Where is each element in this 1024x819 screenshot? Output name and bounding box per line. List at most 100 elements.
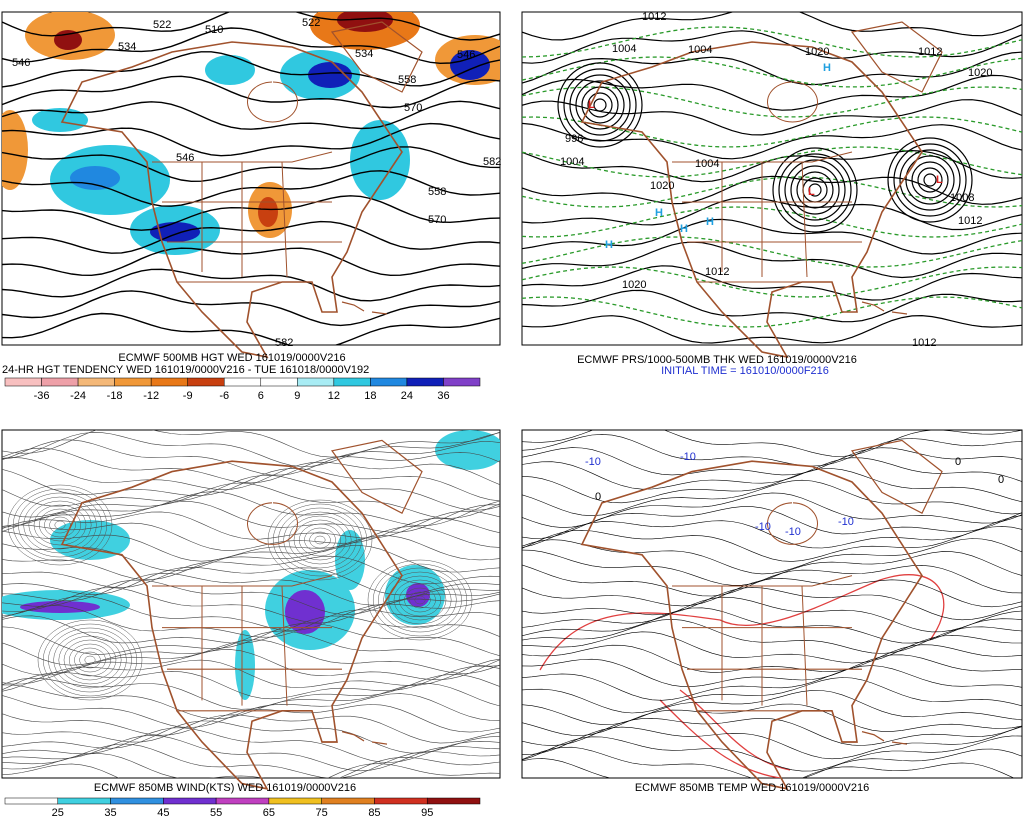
contour — [2, 649, 500, 685]
contour — [2, 220, 500, 254]
contour — [2, 630, 500, 667]
contour — [522, 726, 1022, 760]
contour — [2, 27, 500, 65]
low-contour — [808, 183, 822, 197]
contour — [522, 265, 1022, 301]
contour — [2, 501, 500, 533]
contour — [2, 743, 500, 778]
contour-label: 996 — [565, 133, 583, 145]
low-contour — [911, 161, 949, 199]
contour — [2, 639, 500, 676]
low-contour — [790, 165, 840, 215]
contour — [2, 432, 500, 467]
colorbar-label: -24 — [70, 390, 86, 402]
contour — [2, 727, 500, 763]
low-contour — [893, 143, 967, 217]
wind-eddy — [404, 587, 436, 613]
colorbar-label: 18 — [364, 390, 376, 402]
panel-subtitle: 24-HR HGT TENDENCY WED 161019/0000V216 -… — [2, 364, 369, 376]
wind-eddy — [372, 563, 468, 637]
contour — [522, 607, 1022, 644]
high-marker: H — [680, 223, 688, 235]
colorbar-swatch — [4, 797, 59, 805]
wind-eddy — [49, 516, 71, 534]
contour — [2, 482, 500, 519]
colorbar-swatch — [110, 797, 164, 805]
contour-label: 1008 — [950, 192, 974, 204]
wind-eddy — [58, 635, 122, 685]
contour — [522, 564, 1022, 597]
contour-label: -10 — [585, 456, 601, 468]
wind-eddy — [409, 591, 431, 609]
colorbar-swatch — [406, 377, 444, 387]
contour-label: 1004 — [688, 44, 712, 56]
contour — [2, 763, 500, 778]
contour — [522, 314, 1022, 344]
colorbar-swatch — [268, 797, 322, 805]
contour-label: 1020 — [622, 279, 646, 291]
colorbar-swatch — [374, 797, 428, 805]
wind-eddy — [304, 527, 336, 553]
low-contour — [917, 167, 943, 193]
wind-eddy — [388, 575, 452, 625]
contour — [2, 51, 500, 88]
low-contour — [587, 92, 613, 118]
contour — [522, 735, 1022, 772]
contour-label: 0 — [955, 456, 961, 468]
contour — [2, 247, 500, 277]
wind-eddy — [398, 583, 442, 617]
panel-subtitle: INITIAL TIME = 161010/0000F216 — [661, 365, 829, 377]
wind-eddy — [79, 651, 101, 669]
contour-label: 1012 — [918, 46, 942, 58]
contour — [522, 644, 1022, 673]
contour-label: 1012 — [912, 337, 936, 349]
contour-label: 546 — [176, 152, 194, 164]
wind-eddy — [63, 639, 117, 681]
contour-label: 1012 — [642, 11, 666, 23]
colorbar-swatch — [150, 377, 188, 387]
contour — [522, 587, 1022, 621]
colorbar-label: 6 — [258, 390, 264, 402]
contour-label: 522 — [153, 19, 171, 31]
contour — [2, 430, 500, 458]
contour — [522, 296, 1022, 328]
low-marker: L — [588, 99, 595, 111]
wind-eddy — [293, 519, 347, 561]
colorbar-swatch — [443, 377, 481, 387]
low-contour — [557, 62, 643, 148]
colorbar-swatch — [223, 377, 262, 387]
wind-eddy — [44, 512, 76, 538]
contour — [522, 99, 1022, 136]
contour — [2, 605, 500, 638]
colorbar-swatch — [4, 377, 42, 387]
contour — [2, 268, 500, 302]
contour — [2, 195, 500, 231]
low-marker: L — [936, 174, 943, 186]
contour-label: -10 — [838, 516, 854, 528]
contour-label: 1004 — [695, 158, 719, 170]
colorbar-label: -36 — [34, 390, 50, 402]
wind-eddy — [367, 559, 473, 641]
contour — [2, 517, 500, 551]
colorbar-swatch — [333, 377, 371, 387]
colorbar-swatch — [77, 377, 115, 387]
contour — [522, 526, 1022, 562]
contour-label: 558 — [428, 186, 446, 198]
wind-eddy — [309, 531, 331, 549]
high-marker: H — [655, 207, 663, 219]
wind-eddy — [314, 535, 326, 545]
contour — [2, 735, 500, 772]
colorbar-label: 25 — [52, 807, 64, 819]
contour — [522, 479, 1022, 517]
wind-eddy — [7, 484, 113, 566]
contour — [522, 618, 1022, 654]
contour — [522, 206, 1022, 238]
wind-eddy — [383, 571, 457, 629]
contour-label: 558 — [398, 74, 416, 86]
contour — [522, 447, 1022, 476]
wind-eddy — [53, 631, 127, 689]
contour — [522, 703, 1022, 736]
contour-label: 534 — [355, 48, 373, 60]
wind-eddy — [74, 647, 106, 673]
wind-eddy — [378, 567, 462, 633]
